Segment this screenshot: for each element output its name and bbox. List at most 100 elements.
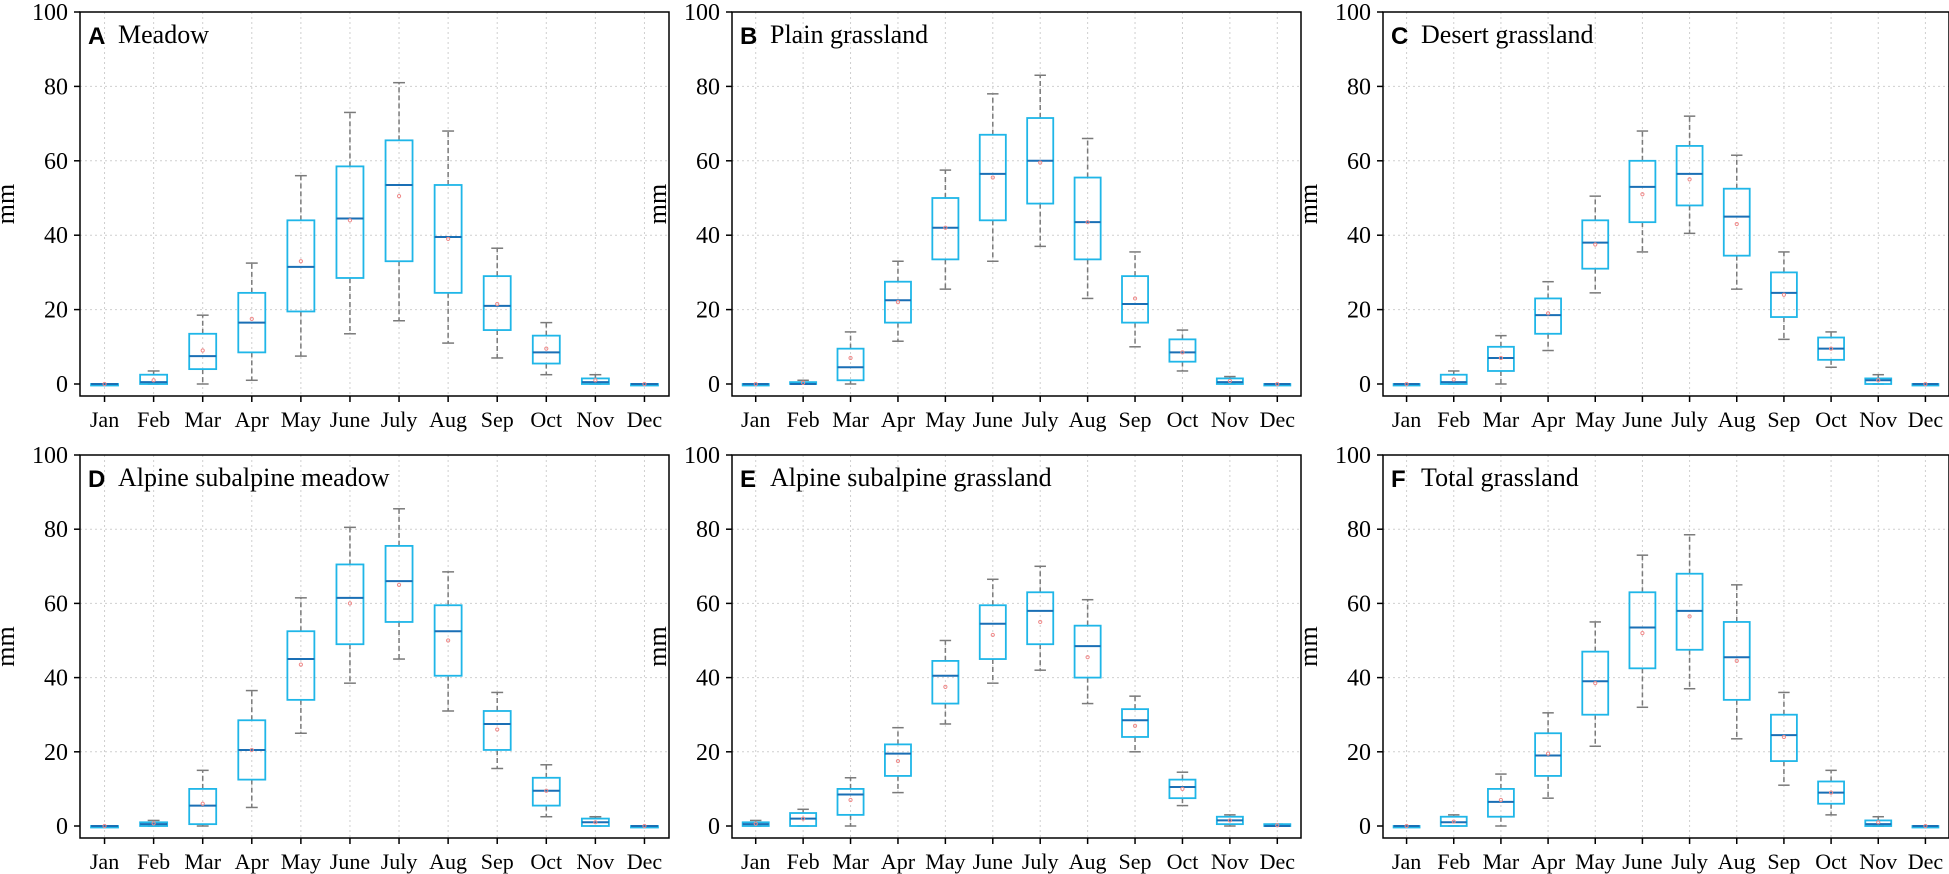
mean-marker bbox=[943, 225, 948, 230]
x-tick-label: July bbox=[1671, 407, 1708, 432]
mean-marker bbox=[1275, 823, 1280, 828]
y-tick-label: 80 bbox=[696, 74, 720, 100]
iqr-box bbox=[384, 544, 414, 623]
x-tick-label: Feb bbox=[1437, 407, 1470, 432]
box-sep bbox=[482, 247, 512, 359]
x-tick-label: Apr bbox=[881, 849, 916, 874]
box-sep bbox=[1770, 251, 1798, 341]
panel-a: 0 20 40 60 80 100 Jan Feb Mar Apr May June July Aug Se… bbox=[0, 0, 670, 432]
panel-letter: D bbox=[88, 466, 105, 493]
y-axis-label: mm bbox=[1294, 626, 1323, 666]
x-tick-label: May bbox=[281, 849, 321, 874]
x-tick-label: Dec bbox=[1908, 407, 1944, 432]
box-july bbox=[384, 508, 414, 660]
box-nov bbox=[1864, 815, 1893, 827]
y-tick-label: 0 bbox=[56, 372, 68, 398]
iqr-box bbox=[1581, 650, 1610, 716]
panel-d: 0 20 40 60 80 100 Jan Feb Mar Apr May June July Aug Se… bbox=[0, 443, 670, 874]
box-mar bbox=[188, 769, 218, 827]
y-tick-label: 100 bbox=[32, 0, 68, 26]
box-oct bbox=[1817, 331, 1845, 369]
y-tick-label: 100 bbox=[1335, 0, 1371, 26]
box-oct bbox=[531, 321, 561, 376]
mean-marker bbox=[593, 378, 598, 383]
iqr-box bbox=[1722, 621, 1751, 701]
iqr-box bbox=[1628, 591, 1657, 670]
box-nov bbox=[580, 815, 610, 827]
mean-marker bbox=[200, 801, 205, 806]
box-sep bbox=[1770, 691, 1798, 786]
iqr-box bbox=[978, 604, 1007, 660]
x-tick-label: Nov bbox=[1211, 849, 1249, 874]
box-jan bbox=[90, 381, 119, 387]
y-tick-label: 20 bbox=[1347, 740, 1371, 766]
y-tick-label: 80 bbox=[44, 74, 68, 100]
iqr-box bbox=[1722, 187, 1751, 257]
x-tick-label: Dec bbox=[627, 407, 663, 432]
x-tick-label: Aug bbox=[1718, 849, 1756, 874]
x-tick-label: Jan bbox=[1392, 407, 1421, 432]
plot-frame bbox=[1382, 11, 1949, 397]
x-tick-label: May bbox=[925, 407, 965, 432]
y-tick-label: 40 bbox=[44, 666, 68, 692]
plot-frame bbox=[1382, 454, 1949, 839]
y-tick-label: 20 bbox=[696, 298, 720, 324]
x-tick-label: May bbox=[1575, 407, 1615, 432]
box-sep bbox=[482, 691, 512, 770]
x-tick-label: Sep bbox=[1767, 849, 1800, 874]
box-aug bbox=[1722, 154, 1751, 290]
iqr-box bbox=[1770, 713, 1798, 762]
y-tick-label: 0 bbox=[56, 814, 68, 840]
x-tick-label: Aug bbox=[1718, 407, 1756, 432]
mean-marker bbox=[895, 758, 901, 764]
box-june bbox=[978, 578, 1007, 684]
box-apr bbox=[884, 726, 912, 794]
x-tick-label: July bbox=[1022, 849, 1059, 874]
mean-marker bbox=[848, 797, 853, 803]
mean-marker bbox=[1227, 818, 1232, 823]
box-aug bbox=[433, 130, 463, 344]
mean-marker bbox=[1593, 242, 1598, 247]
box-apr bbox=[1534, 280, 1562, 352]
x-tick-label: Mar bbox=[184, 407, 221, 432]
panel-letter: C bbox=[1391, 23, 1408, 50]
box-dec bbox=[1263, 381, 1292, 387]
x-tick-label: Dec bbox=[1260, 849, 1296, 874]
iqr-box bbox=[433, 184, 463, 294]
x-tick-label: Jan bbox=[90, 407, 119, 432]
mean-marker bbox=[1545, 311, 1551, 316]
iqr-box bbox=[1026, 591, 1055, 646]
mean-marker bbox=[943, 684, 948, 689]
x-tick-label: Mar bbox=[1483, 849, 1520, 874]
mean-marker bbox=[753, 381, 758, 387]
box-mar bbox=[1487, 334, 1515, 385]
iqr-box bbox=[931, 660, 960, 705]
mean-marker bbox=[200, 348, 205, 353]
mean-marker bbox=[753, 821, 758, 826]
box-dec bbox=[1263, 823, 1292, 828]
iqr-box bbox=[433, 604, 463, 677]
box-aug bbox=[1073, 137, 1102, 300]
box-mar bbox=[836, 331, 865, 385]
x-tick-label: Oct bbox=[1167, 849, 1199, 874]
mean-marker bbox=[102, 381, 107, 387]
box-feb bbox=[789, 379, 818, 385]
box-feb bbox=[1439, 370, 1468, 385]
x-tick-label: Dec bbox=[1908, 849, 1944, 874]
x-tick-label: June bbox=[330, 849, 370, 874]
box-aug bbox=[1722, 584, 1751, 740]
x-tick-label: Apr bbox=[1531, 407, 1566, 432]
mean-marker bbox=[249, 316, 254, 321]
box-oct bbox=[1168, 329, 1197, 372]
y-tick-label: 40 bbox=[696, 666, 720, 692]
x-tick-label: July bbox=[381, 849, 418, 874]
box-nov bbox=[1215, 814, 1244, 827]
y-tick-label: 0 bbox=[1359, 372, 1371, 398]
box-sep bbox=[1121, 251, 1149, 348]
mean-marker bbox=[347, 601, 353, 606]
plot-frame bbox=[79, 11, 670, 397]
iqr-box bbox=[139, 373, 169, 385]
iqr-box bbox=[836, 347, 865, 382]
mean-marker bbox=[298, 662, 303, 667]
box-apr bbox=[1534, 712, 1562, 799]
